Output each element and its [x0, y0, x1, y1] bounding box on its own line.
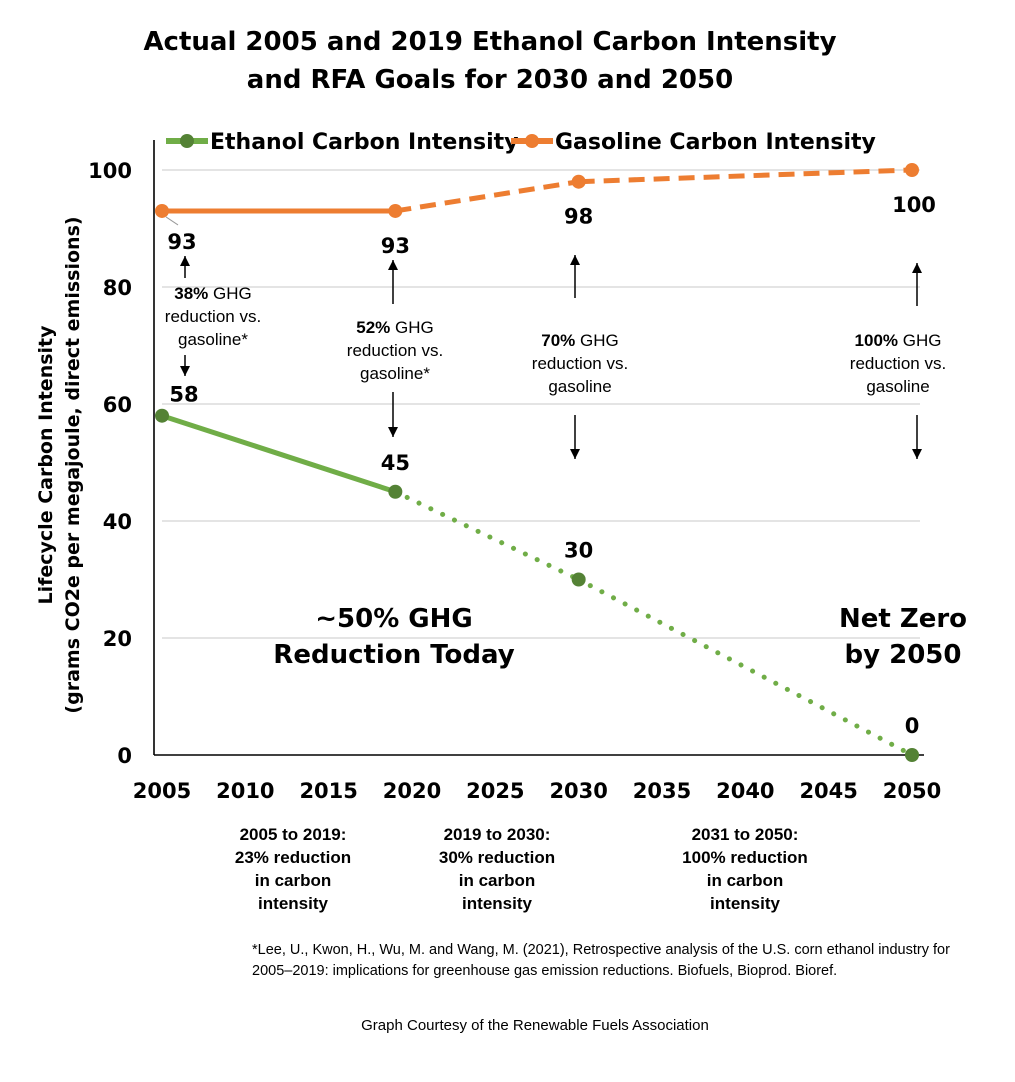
x-tick-2045: 2045 — [799, 779, 857, 803]
footnote-line-2: 2005–2019: implications for greenhouse g… — [252, 963, 837, 979]
y-tick-80: 80 — [103, 276, 132, 300]
annotation-4-line-1: 100% GHG — [855, 331, 942, 350]
y-tick-0: 0 — [117, 744, 132, 768]
annotation-1-arrow-down — [180, 355, 190, 376]
annotation-3-arrow-up — [570, 255, 580, 298]
period-1-line-4: intensity — [258, 894, 328, 913]
callout-today-line-1: ~50% GHG — [315, 604, 473, 634]
period-3-line-1: 2031 to 2050: — [692, 825, 799, 844]
period-3-line-3: in carbon — [707, 871, 784, 890]
period-1-line-2: 23% reduction — [235, 848, 351, 867]
legend-marker-2 — [525, 134, 539, 148]
annotation-1-line-1: 38% GHG — [174, 284, 251, 303]
x-tick-2025: 2025 — [466, 779, 524, 803]
y-axis-label-line-2: (grams CO2e per megajoule, direct emissi… — [62, 216, 84, 713]
gasoline-point-2050 — [905, 163, 919, 177]
gasoline-label-2005: 93 — [167, 230, 196, 254]
period-1-line-1: 2005 to 2019: — [240, 825, 347, 844]
legend-label-2: Gasoline Carbon Intensity — [555, 130, 876, 155]
ethanol-point-2019 — [388, 484, 403, 499]
ethanol-point-2005 — [155, 408, 169, 423]
y-tick-60: 60 — [103, 393, 132, 417]
y-axis-label: Lifecycle Carbon Intensity (grams CO2e pe… — [35, 216, 84, 713]
annotation-3-line-3: gasoline — [548, 377, 611, 396]
callout-net-zero-line-2: by 2050 — [845, 640, 962, 670]
ethanol-segment-1 — [161, 413, 397, 495]
annotation-4-arrow-up — [912, 263, 922, 306]
annotation-4-arrow-up-head — [912, 263, 922, 273]
label-leader — [165, 216, 179, 226]
ethanol-label-2050: 0 — [905, 714, 920, 738]
x-tick-2035: 2035 — [633, 779, 691, 803]
annotation-4-arrow-down-head — [912, 449, 922, 459]
x-tick-2040: 2040 — [716, 779, 774, 803]
callout-today-line-2: Reduction Today — [273, 640, 514, 670]
legend-marker-1 — [180, 134, 194, 148]
annotation-2-arrow-up — [388, 260, 398, 304]
x-tick-2020: 2020 — [383, 779, 441, 803]
x-tick-2010: 2010 — [216, 779, 274, 803]
ethanol-point-2030 — [571, 572, 586, 587]
annotation-2-arrow-down-head — [388, 427, 398, 437]
y-axis-label-line-1: Lifecycle Carbon Intensity — [35, 325, 57, 605]
annotation-3-arrow-down-head — [570, 449, 580, 459]
y-tick-100: 100 — [88, 159, 132, 183]
chart-title-line-2: and RFA Goals for 2030 and 2050 — [247, 65, 733, 95]
annotation-3-line-2: reduction vs. — [532, 354, 628, 373]
ethanol-label-2019: 45 — [381, 451, 410, 475]
annotation-1-line-2: reduction vs. — [165, 307, 261, 326]
period-3-line-4: intensity — [710, 894, 780, 913]
callout-net-zero-line-1: Net Zero — [839, 604, 967, 634]
period-1-line-3: in carbon — [255, 871, 332, 890]
annotation-1-arrow-up — [180, 256, 190, 278]
x-tick-2005: 2005 — [133, 779, 191, 803]
gasoline-point-2005 — [155, 203, 169, 218]
gasoline-point-2019 — [388, 203, 403, 218]
annotation-1-line-3: gasoline* — [178, 330, 248, 349]
credit-text: Graph Courtesy of the Renewable Fuels As… — [361, 1017, 709, 1034]
ethanol-label-2030: 30 — [564, 539, 593, 563]
gasoline-label-2019: 93 — [381, 234, 410, 258]
x-tick-2030: 2030 — [549, 779, 607, 803]
ethanol-segment-3 — [576, 577, 915, 758]
annotation-2-arrow-down — [388, 392, 398, 437]
annotation-1-arrow-down-head — [180, 366, 190, 376]
y-tick-40: 40 — [103, 510, 132, 534]
gasoline-label-2030: 98 — [564, 205, 593, 229]
legend-label-1: Ethanol Carbon Intensity — [210, 130, 519, 155]
annotation-4-arrow-down — [912, 415, 922, 459]
chart-title-line-1: Actual 2005 and 2019 Ethanol Carbon Inte… — [143, 27, 836, 57]
annotation-2-line-3: gasoline* — [360, 364, 430, 383]
period-2-line-2: 30% reduction — [439, 848, 555, 867]
annotation-4-line-3: gasoline — [866, 377, 929, 396]
gasoline-segment-3 — [578, 167, 913, 185]
period-2-line-1: 2019 to 2030: — [444, 825, 551, 844]
period-2-line-4: intensity — [462, 894, 532, 913]
footnote-line-1: *Lee, U., Kwon, H., Wu, M. and Wang, M. … — [252, 942, 950, 958]
annotation-3-arrow-down — [570, 415, 580, 459]
annotation-2-arrow-up-head — [388, 260, 398, 270]
annotation-1-arrow-up-head — [180, 256, 190, 266]
y-tick-20: 20 — [103, 627, 132, 651]
gasoline-segment-2 — [394, 179, 580, 214]
ethanol-segment-2 — [392, 489, 582, 582]
gasoline-label-2050: 100 — [892, 193, 936, 217]
x-tick-2050: 2050 — [883, 779, 941, 803]
annotation-2-line-1: 52% GHG — [356, 318, 433, 337]
ethanol-label-2005: 58 — [169, 383, 198, 407]
annotation-4-line-2: reduction vs. — [850, 354, 946, 373]
annotation-3-line-1: 70% GHG — [541, 331, 618, 350]
annotation-2-line-2: reduction vs. — [347, 341, 443, 360]
annotation-3-arrow-up-head — [570, 255, 580, 265]
period-3-line-2: 100% reduction — [682, 848, 808, 867]
gasoline-point-2030 — [571, 174, 586, 189]
period-2-line-3: in carbon — [459, 871, 536, 890]
x-tick-2015: 2015 — [299, 779, 357, 803]
ethanol-point-2050 — [905, 748, 919, 762]
